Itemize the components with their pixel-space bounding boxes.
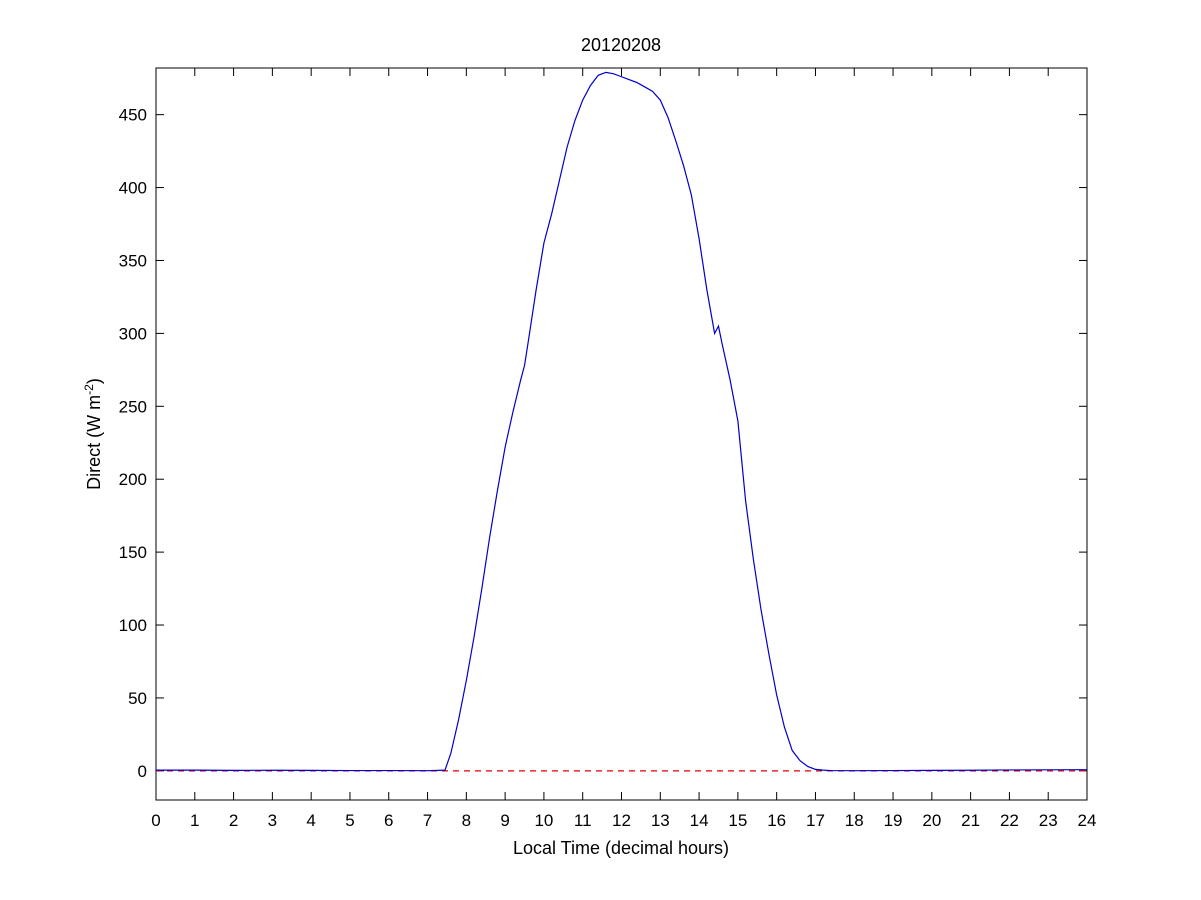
x-tick-label: 4 — [306, 811, 315, 830]
x-tick-label: 11 — [574, 811, 592, 830]
y-tick-label: 100 — [119, 616, 147, 635]
x-tick-label: 9 — [500, 811, 509, 830]
y-tick-label: 0 — [138, 762, 147, 781]
y-tick-label: 200 — [119, 470, 147, 489]
x-tick-label: 17 — [806, 811, 825, 830]
x-tick-label: 6 — [384, 811, 393, 830]
x-tick-label: 15 — [728, 811, 747, 830]
x-tick-label: 16 — [767, 811, 786, 830]
x-tick-label: 20 — [922, 811, 941, 830]
x-tick-label: 5 — [345, 811, 354, 830]
x-tick-label: 0 — [151, 811, 160, 830]
y-tick-label: 350 — [119, 251, 147, 270]
tick-labels: 0 1 2 3 4 5 6 7 8 9 10 11 12 13 14 15 16 17 18 19 20 21 22 23 24… — [119, 106, 1097, 830]
y-tick-label: 300 — [119, 324, 147, 343]
x-axis-title: Local Time (decimal hours) — [513, 838, 729, 858]
y-tick-label: 250 — [119, 397, 147, 416]
x-tick-label: 10 — [534, 811, 553, 830]
y-tick-label: 50 — [128, 689, 147, 708]
y-axis-title-main: Direct (W m — [84, 395, 104, 490]
x-tick-label: 7 — [423, 811, 432, 830]
x-tick-label: 23 — [1039, 811, 1058, 830]
chart-title: 20120208 — [581, 35, 661, 55]
x-tick-label: 19 — [884, 811, 903, 830]
y-axis-title-superscript: -2 — [82, 384, 96, 395]
x-tick-label: 21 — [961, 811, 980, 830]
x-tick-label: 8 — [462, 811, 471, 830]
x-tick-label: 3 — [268, 811, 277, 830]
direct-irradiance-line — [156, 71, 1088, 772]
axis-ticks — [155, 68, 1088, 800]
x-tick-label: 1 — [190, 811, 199, 830]
y-tick-label: 150 — [119, 543, 147, 562]
plot-area — [155, 67, 1088, 801]
x-tick-label: 13 — [651, 811, 670, 830]
y-tick-label: 400 — [119, 179, 147, 198]
y-axis-title: Direct (W m-2) — [82, 378, 104, 490]
x-tick-label: 14 — [690, 811, 709, 830]
x-tick-label: 2 — [229, 811, 238, 830]
x-tick-label: 24 — [1078, 811, 1097, 830]
x-tick-label: 22 — [1000, 811, 1019, 830]
series-layer — [156, 71, 1088, 772]
y-axis-title-suffix: ) — [84, 378, 104, 384]
x-tick-label: 12 — [612, 811, 631, 830]
y-tick-label: 450 — [119, 106, 147, 125]
x-tick-label: 18 — [845, 811, 864, 830]
